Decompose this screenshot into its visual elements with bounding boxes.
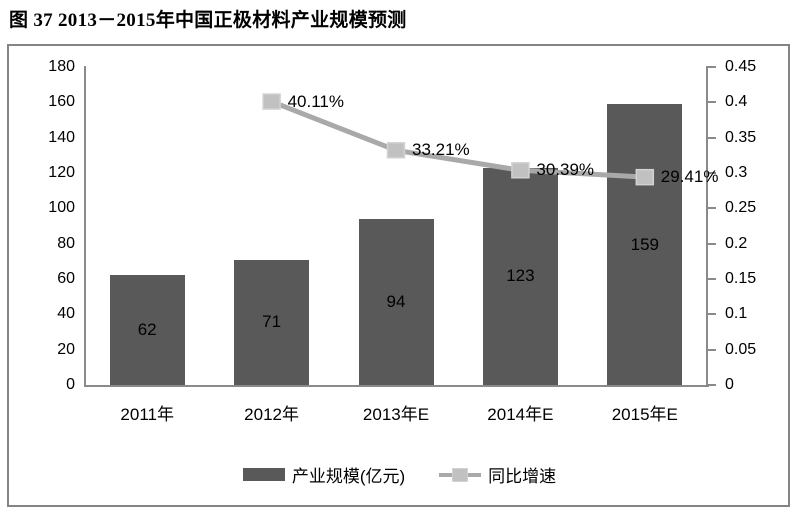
right-axis-tick-mark xyxy=(708,278,716,280)
bar-value-label: 71 xyxy=(262,312,282,332)
bar-value-label: 123 xyxy=(506,266,535,286)
left-axis-tick-label: 80 xyxy=(57,234,75,252)
left-axis-tick-label: 0 xyxy=(66,376,75,393)
line-swatch-marker-icon xyxy=(452,467,469,482)
right-axis-tick-mark xyxy=(708,136,716,139)
bar-2013年E: 94 xyxy=(358,218,434,385)
bottom-axis-line xyxy=(84,385,709,387)
left-axis-line xyxy=(84,66,86,387)
left-axis-tick-label: 140 xyxy=(48,128,75,146)
legend-item-yoy-growth: 同比增速 xyxy=(439,462,556,487)
right-axis-tick-mark xyxy=(708,348,716,351)
right-axis-line xyxy=(706,66,708,387)
right-axis-tick-label: 0 xyxy=(725,376,734,393)
growth-data-label: 29.41% xyxy=(660,167,719,187)
bar-series-swatch-icon xyxy=(242,468,285,481)
right-axis-tick-mark xyxy=(708,101,716,104)
right-axis-tick-mark xyxy=(708,66,716,68)
right-axis-tick-label: 0.3 xyxy=(725,164,748,181)
line-series-swatch-icon xyxy=(439,467,482,483)
right-axis-tick-label: 0.15 xyxy=(725,270,757,287)
right-axis-tick-mark xyxy=(708,384,716,386)
left-axis-tick-label: 180 xyxy=(48,58,75,75)
left-axis-tick-label: 120 xyxy=(48,164,75,181)
right-axis-tick-mark xyxy=(708,207,716,210)
x-axis-label-2012年: 2012年 xyxy=(244,405,299,424)
bar-2015年E: 159 xyxy=(607,104,683,385)
legend-item-industry-scale: 产业规模(亿元) xyxy=(242,462,406,487)
right-axis-tick-label: 0.1 xyxy=(725,305,748,323)
bar-value-label: 159 xyxy=(630,234,659,254)
x-axis-label-2015年E: 2015年E xyxy=(611,405,678,424)
bar-value-label: 62 xyxy=(137,320,157,340)
x-axis-label-2013年E: 2013年E xyxy=(362,405,430,424)
right-axis-tick-label: 0.4 xyxy=(725,93,748,111)
bar-value-label: 94 xyxy=(386,291,406,311)
right-axis-tick-mark xyxy=(708,172,716,174)
legend: 产业规模(亿元) 同比增速 xyxy=(0,462,799,487)
right-axis-tick-mark xyxy=(708,313,716,316)
x-axis-label-2011年: 2011年 xyxy=(120,405,174,424)
legend-bar-label: 产业规模(亿元) xyxy=(291,467,406,486)
growth-data-label: 30.39% xyxy=(536,160,595,180)
figure-title: 图 37 2013－2015年中国正极材料产业规模预测 xyxy=(9,10,407,31)
right-axis-tick-label: 0.45 xyxy=(725,58,757,75)
right-axis-tick-label: 0.2 xyxy=(725,234,748,252)
right-axis-tick-label: 0.35 xyxy=(725,128,757,146)
left-axis-tick-label: 40 xyxy=(57,305,75,323)
left-axis-tick-label: 20 xyxy=(57,340,75,358)
bar-2011年: 62 xyxy=(109,275,185,385)
growth-data-label: 40.11% xyxy=(287,91,344,111)
right-axis-tick-label: 0.05 xyxy=(725,340,757,358)
bar-2012年: 71 xyxy=(234,259,310,385)
left-axis-tick-label: 100 xyxy=(48,199,75,217)
growth-data-label: 33.21% xyxy=(412,140,470,160)
legend-line-label: 同比增速 xyxy=(488,467,557,486)
right-axis-tick-label: 0.25 xyxy=(725,199,757,217)
right-axis-tick-mark xyxy=(708,242,716,245)
bar-2014年E: 123 xyxy=(482,167,558,385)
left-axis-tick-label: 60 xyxy=(57,270,75,287)
x-axis-label-2014年E: 2014年E xyxy=(487,405,554,424)
left-axis-tick-label: 160 xyxy=(48,93,75,111)
